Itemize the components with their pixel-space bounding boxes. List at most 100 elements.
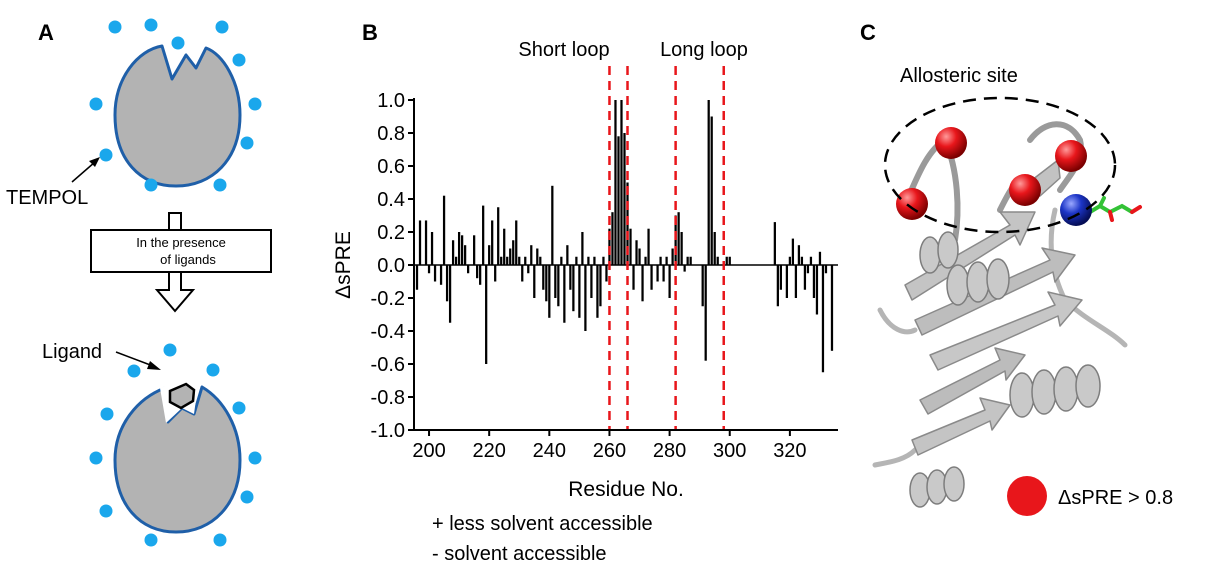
tempol-dot-icon: [206, 363, 220, 377]
y-tick-label: 0.4: [377, 189, 405, 211]
bar: [725, 256, 728, 265]
tempol-dot-icon: [232, 401, 246, 415]
ligand-label: Ligand: [42, 341, 102, 363]
tempol-dots-top: [89, 18, 262, 192]
bar: [515, 220, 518, 265]
y-tick-label: -0.8: [371, 387, 405, 409]
tempol-dot-icon: [240, 490, 254, 504]
note-less-accessible: + less solvent accessible: [432, 513, 653, 535]
y-axis-label: ΔsPRE: [332, 231, 355, 299]
bar: [809, 256, 813, 265]
bar: [818, 251, 822, 265]
bar: [803, 265, 807, 290]
bar: [680, 232, 683, 265]
tempol-dot-icon: [215, 20, 229, 34]
bar: [500, 256, 503, 265]
bar: [644, 256, 647, 265]
tempol-dot-icon: [99, 504, 113, 518]
red-sphere-icon: [935, 127, 967, 159]
tempol-dot-icon: [232, 53, 246, 67]
bar: [533, 265, 536, 298]
bar: [806, 265, 810, 274]
bar: [638, 248, 641, 265]
bar: [454, 256, 458, 265]
ligand-arrow-icon: [115, 351, 154, 367]
panel-b-letter: B: [362, 20, 378, 45]
bar: [415, 265, 419, 290]
bar: [776, 265, 779, 307]
bar: [656, 265, 659, 282]
sspre-bar-chart: 1.0 0.8 0.6 0.4 0.2 0.0 -0.2 -0.4 -0.6 -0.8 -1.0 20…: [332, 66, 838, 501]
y-tick-label: 1.0: [377, 90, 405, 112]
bar: [512, 240, 515, 265]
tempol-dot-icon: [144, 178, 158, 192]
bar: [460, 235, 464, 265]
tempol-dot-icon: [248, 451, 262, 465]
arrow-box-line2: of ligands: [160, 252, 216, 267]
tempol-label: TEMPOL: [6, 187, 88, 209]
tempol-dot-icon: [99, 148, 113, 162]
bar: [494, 265, 497, 282]
bar: [605, 265, 608, 282]
red-sphere-icon: [1009, 174, 1041, 206]
arrow-text-box: [90, 229, 272, 273]
protein-blob-bound-icon: [113, 385, 242, 534]
bar: [554, 265, 557, 298]
bar: [448, 265, 452, 323]
bar: [427, 265, 431, 274]
tempol-dot-icon: [213, 533, 227, 547]
bar: [442, 195, 446, 265]
bar: [491, 220, 494, 265]
y-tick-label: -1.0: [371, 420, 405, 442]
protein-blob-icon: [113, 44, 242, 188]
bar: [611, 212, 614, 265]
bar: [473, 235, 476, 265]
y-tick-label: 0.0: [377, 255, 405, 277]
x-tick-label: 300: [713, 440, 746, 462]
bar: [542, 265, 545, 290]
legend-red-sphere-icon: [1007, 476, 1047, 516]
tempol-dots-bottom: [89, 343, 262, 547]
bar: [779, 265, 782, 290]
bar: [671, 248, 674, 265]
bar: [677, 212, 680, 265]
ligand-hexagon-icon: [168, 382, 196, 410]
protein-cartoon-icon: [872, 121, 1128, 508]
bar: [617, 136, 620, 265]
bar: [524, 256, 527, 265]
bar: [791, 238, 795, 265]
bar: [788, 256, 792, 265]
bar: [623, 133, 626, 265]
bar: [773, 222, 776, 265]
bar: [629, 228, 632, 265]
bar: [647, 228, 650, 265]
short-loop-annotation: Short loop: [518, 39, 609, 61]
bar: [620, 100, 623, 265]
ligand-arrowhead-icon: [147, 361, 161, 370]
tempol-dot-icon: [248, 97, 262, 111]
bar: [463, 245, 467, 265]
bar: [593, 256, 596, 265]
bar: [557, 265, 560, 307]
bar: [812, 265, 816, 298]
red-sphere-icon: [1055, 140, 1087, 172]
bar: [488, 245, 491, 265]
bar: [596, 265, 599, 318]
legend-label: ΔsPRE > 0.8: [1058, 487, 1173, 509]
bar: [821, 265, 825, 373]
x-tick-label: 200: [412, 440, 445, 462]
allosteric-site-label: Allosteric site: [900, 65, 1018, 87]
y-tick-label: -0.6: [371, 354, 405, 376]
tempol-dot-icon: [171, 36, 185, 50]
bar: [632, 265, 635, 290]
y-tick-label: 0.8: [377, 123, 405, 145]
tempol-dot-icon: [100, 407, 114, 421]
bar: [536, 248, 539, 265]
bar: [418, 220, 422, 265]
allosteric-site-ellipse: [883, 96, 1117, 234]
bar: [668, 265, 671, 298]
bar: [476, 265, 479, 279]
panel-c: C Allosteric site: [860, 20, 1173, 516]
bar: [599, 265, 602, 307]
